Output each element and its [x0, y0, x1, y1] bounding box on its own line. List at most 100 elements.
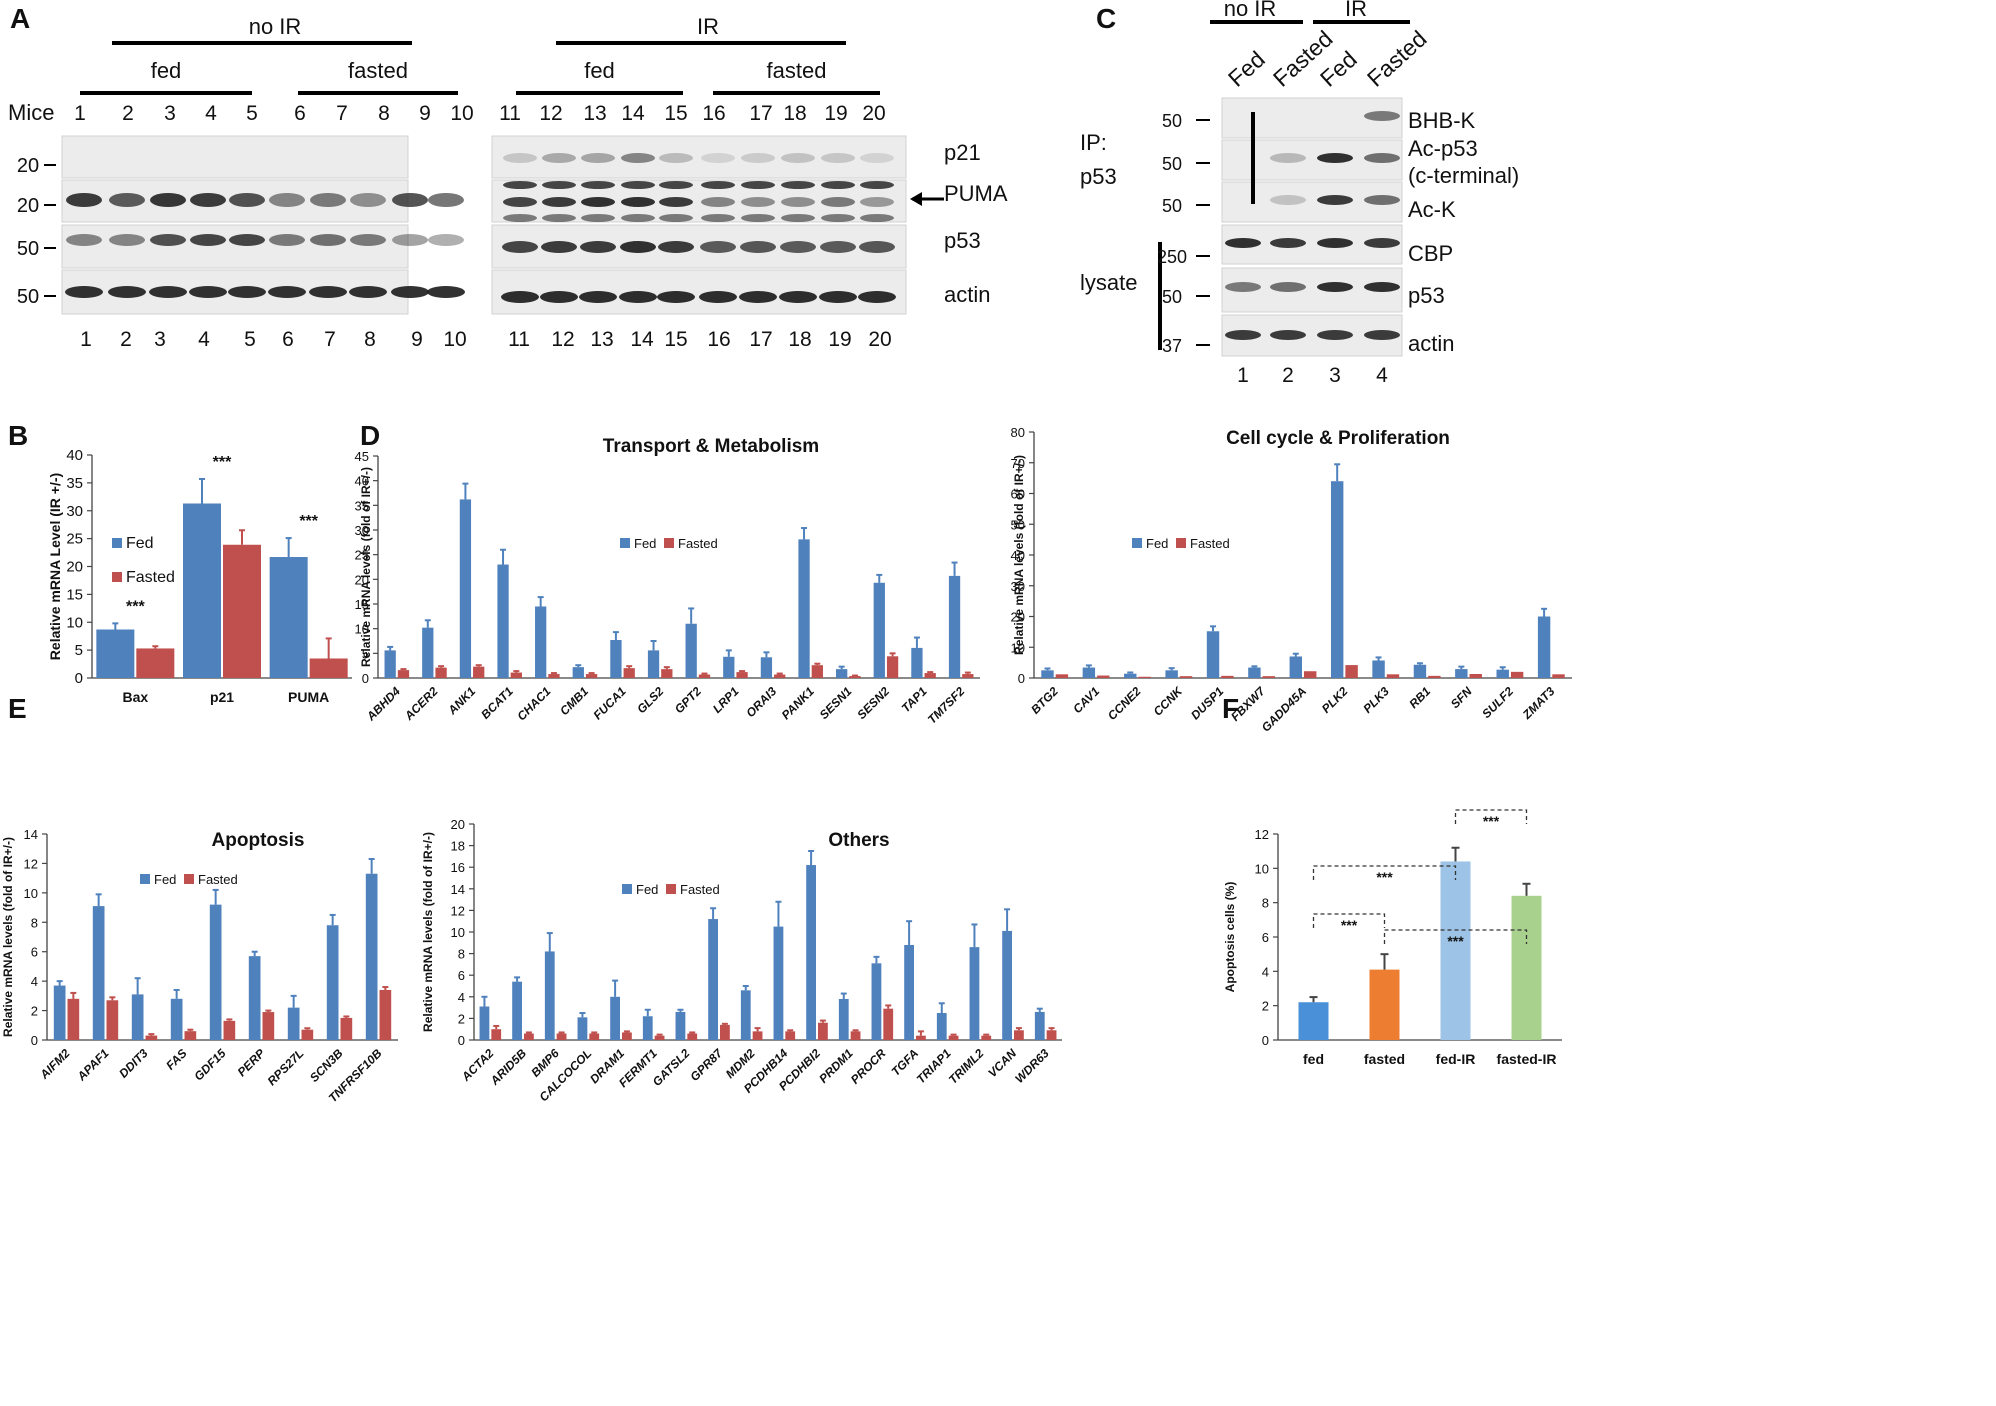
blot-band [860, 214, 894, 222]
y-axis-label: Relative mRNA levels (fold of IR+/-) [1012, 455, 1026, 655]
category-label: fed-IR [1436, 1051, 1476, 1067]
blot-band [859, 241, 895, 253]
y-tick-label: 30 [355, 523, 369, 538]
blot-band [619, 291, 657, 303]
bar-fed [459, 499, 472, 678]
blot-band [1364, 330, 1400, 340]
panel-letter-b: B [8, 420, 28, 451]
blot-band [229, 193, 265, 207]
bar-fed [53, 985, 66, 1040]
bar-fed [209, 904, 222, 1040]
lane-number-bottom: 19 [828, 328, 851, 351]
bar-fasted [1262, 676, 1276, 678]
blot-band [621, 214, 655, 222]
lane-number-bottom: 13 [590, 328, 613, 351]
blot-band [780, 241, 816, 253]
bar-fed [572, 667, 584, 678]
category-label: ORAI3 [743, 684, 779, 720]
bar-fasted [184, 1031, 197, 1040]
category-label: SESN1 [817, 684, 855, 722]
blot-band [65, 286, 103, 298]
chart-E2: 0 2 4 6 8 10 12 14 16 18 20 Relative mRNA levels (f… [421, 817, 1062, 1104]
lane-number-bottom: 6 [282, 328, 294, 351]
y-tick-label: 20 [1011, 610, 1025, 625]
bar-fed [1248, 667, 1261, 678]
chart-D2: 0 10 20 30 40 50 60 70 80 Relative mRNA levels (f… [1011, 425, 1572, 735]
significance-mark: *** [126, 598, 145, 615]
bar-fed [936, 1013, 947, 1040]
blot-band [350, 193, 386, 207]
y-tick-label: 10 [24, 886, 38, 901]
chart-title: Others [828, 830, 889, 851]
blot-band [1270, 238, 1306, 248]
lane-number-top: 14 [621, 102, 645, 125]
y-tick-label: 10 [66, 614, 83, 631]
y-tick-label: 0 [1018, 671, 1025, 686]
lane-number-top: 13 [583, 102, 606, 125]
category-label: BTG2 [1028, 684, 1061, 717]
lane-number-top: 2 [122, 102, 134, 125]
lane-number-top: 7 [336, 102, 348, 125]
blot-band [542, 197, 576, 207]
blot-band [659, 181, 693, 189]
blot-band [1270, 195, 1306, 205]
lane-number-top: 5 [246, 102, 258, 125]
bar-fed [610, 640, 622, 678]
bar-fed [798, 539, 810, 678]
bar-fasted [1469, 674, 1482, 678]
lysate-label: lysate [1080, 270, 1137, 295]
category-label: GDF15 [191, 1046, 228, 1083]
c-lane-number: 3 [1329, 364, 1341, 387]
legend-swatch [664, 538, 674, 548]
subgroup-label: fed [151, 58, 182, 83]
category-label: Bax [122, 689, 148, 705]
bar-fasted [379, 989, 392, 1040]
lane-number-bottom: 14 [630, 328, 654, 351]
panel-letter-e: E [8, 693, 27, 724]
y-tick-label: 0 [1262, 1033, 1269, 1048]
bar-fasted [556, 1033, 567, 1040]
significance-bracket [1312, 865, 1457, 880]
bar-fasted [774, 674, 786, 678]
ip-label: IP: [1080, 130, 1107, 155]
legend-label: Fasted [198, 872, 238, 887]
bar-fed [1330, 481, 1344, 678]
c-band-label: actin [1408, 331, 1454, 356]
blot-band [819, 291, 857, 303]
mw-marker: 50 [17, 238, 39, 260]
bar-fasted [1510, 671, 1524, 678]
category-label: SULF2 [1479, 684, 1516, 721]
y-tick-label: 12 [451, 903, 465, 918]
bar-fed [1206, 631, 1220, 678]
bar-fed [365, 873, 378, 1040]
bar-fed-IR [1440, 861, 1471, 1040]
blot-band [741, 181, 775, 189]
blot-band [1364, 111, 1400, 121]
legend-label: Fed [634, 536, 656, 551]
blot-band [1364, 153, 1400, 163]
bar-fasted [720, 1024, 730, 1040]
y-tick-label: 40 [66, 447, 83, 464]
bar-fasted [850, 1031, 861, 1040]
bar-fed [577, 1017, 588, 1040]
y-tick-label: 8 [31, 915, 38, 930]
category-label: fasted [1364, 1051, 1405, 1067]
bar-fasted [1428, 675, 1441, 678]
blot-band [1270, 153, 1306, 163]
c-lane-number: 1 [1237, 364, 1249, 387]
blot-band [821, 197, 855, 207]
bar-fasted [340, 1017, 353, 1040]
bar-fed [685, 623, 697, 678]
lane-number-top: 18 [783, 102, 806, 125]
lane-number-top: 1 [74, 102, 86, 125]
lane-number-bottom: 1 [80, 328, 92, 351]
category-label: LRP1 [710, 684, 742, 716]
blot-band [821, 181, 855, 189]
c-group-no-ir: no IR [1224, 0, 1277, 21]
y-tick-label: 80 [1011, 425, 1025, 440]
lane-number-bottom: 3 [154, 328, 166, 351]
bar-fasted [886, 656, 899, 678]
bar-fasted [736, 672, 748, 678]
blot-band [1317, 330, 1353, 340]
blot-band [503, 181, 537, 189]
